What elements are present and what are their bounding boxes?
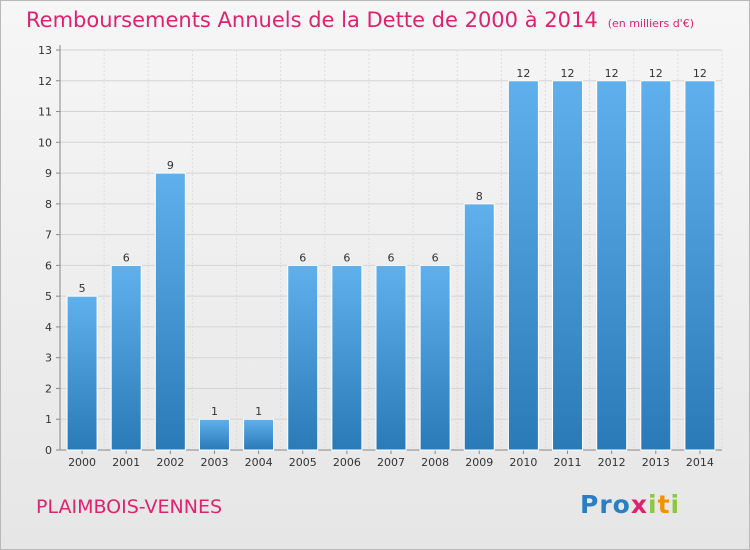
y-tick-label: 0 <box>45 444 52 457</box>
y-tick-label: 4 <box>45 321 52 334</box>
value-label-2005: 6 <box>299 251 306 264</box>
value-label-2008: 6 <box>432 251 439 264</box>
logo-letter: r <box>599 490 613 519</box>
bar-2014 <box>684 80 716 451</box>
x-tick-label-2014: 2014 <box>686 456 714 469</box>
value-label-2007: 6 <box>388 251 395 264</box>
x-tick-labels: 2000 2001 2002 2003 2004 2005 2006 2007 2008 2009… <box>68 456 714 469</box>
y-tick-label: 6 <box>45 259 52 272</box>
x-tick-label-2010: 2010 <box>509 456 537 469</box>
x-tick-label-2011: 2011 <box>554 456 582 469</box>
x-tick-label-2012: 2012 <box>598 456 626 469</box>
x-tick-label-2006: 2006 <box>333 456 361 469</box>
y-tick-label: 13 <box>38 44 52 57</box>
value-label-2000: 5 <box>79 282 86 295</box>
value-label-2012: 12 <box>605 67 619 80</box>
y-tick-label: 12 <box>38 75 52 88</box>
y-tick-label: 5 <box>45 290 52 303</box>
bar-2004 <box>243 418 275 451</box>
value-label-2004: 1 <box>255 405 262 418</box>
x-tick-label-2005: 2005 <box>289 456 317 469</box>
y-tick-label: 9 <box>45 167 52 180</box>
bar-2006 <box>331 264 363 451</box>
x-tick-label-2003: 2003 <box>200 456 228 469</box>
commune-name: PLAIMBOIS-VENNES <box>36 496 223 518</box>
value-label-2001: 6 <box>123 251 130 264</box>
logo-letter: o <box>612 490 631 519</box>
bar-2003 <box>198 418 230 451</box>
y-tick-label: 7 <box>45 229 52 242</box>
y-tick-label: 10 <box>38 136 52 149</box>
y-tick-label: 3 <box>45 352 52 365</box>
bar-2012 <box>596 80 628 451</box>
logo-letter: i <box>648 490 658 519</box>
value-label-2014: 12 <box>693 67 707 80</box>
x-tick-label-2013: 2013 <box>642 456 670 469</box>
logo-letter: t <box>657 490 671 519</box>
bar-2005 <box>287 264 319 451</box>
value-label-2013: 12 <box>649 67 663 80</box>
y-tick-label: 11 <box>38 106 52 119</box>
proxiti-logo: Proxiti <box>580 490 680 519</box>
bar-2000 <box>66 295 98 451</box>
value-label-2003: 1 <box>211 405 218 418</box>
chart-title: Remboursements Annuels de la Dette de 20… <box>26 8 694 32</box>
logo-letter: i <box>670 490 681 519</box>
value-label-2011: 12 <box>561 67 575 80</box>
bars <box>66 80 716 451</box>
bar-2007 <box>375 264 407 451</box>
y-tick-label: 8 <box>45 198 52 211</box>
bar-2001 <box>110 264 142 451</box>
y-tick-label: 2 <box>45 382 52 395</box>
x-tick-label-2002: 2002 <box>156 456 184 469</box>
bar-2011 <box>552 80 584 451</box>
value-label-2006: 6 <box>343 251 350 264</box>
logo-letter: x <box>630 490 648 519</box>
value-label-2010: 12 <box>516 67 530 80</box>
bar-2013 <box>640 80 672 451</box>
bar-2010 <box>507 80 539 451</box>
value-label-2002: 9 <box>167 159 174 172</box>
value-labels: 5 6 9 1 1 6 6 6 6 8 12 12 12 12 12 <box>79 67 707 418</box>
value-label-2009: 8 <box>476 190 483 203</box>
chart-subtitle: (en milliers d'€) <box>607 17 694 30</box>
bar-2008 <box>419 264 451 451</box>
x-tick-label-2007: 2007 <box>377 456 405 469</box>
x-tick-label-2009: 2009 <box>465 456 493 469</box>
x-tick-label-2001: 2001 <box>112 456 140 469</box>
x-tick-label-2000: 2000 <box>68 456 96 469</box>
y-tick-label: 1 <box>45 413 52 426</box>
bar-2009 <box>463 203 495 451</box>
chart-title-text: Remboursements Annuels de la Dette de 20… <box>26 8 598 32</box>
bar-2002 <box>154 172 186 451</box>
logo-letter: P <box>580 490 600 519</box>
x-tick-label-2008: 2008 <box>421 456 449 469</box>
x-tick-label-2004: 2004 <box>245 456 273 469</box>
